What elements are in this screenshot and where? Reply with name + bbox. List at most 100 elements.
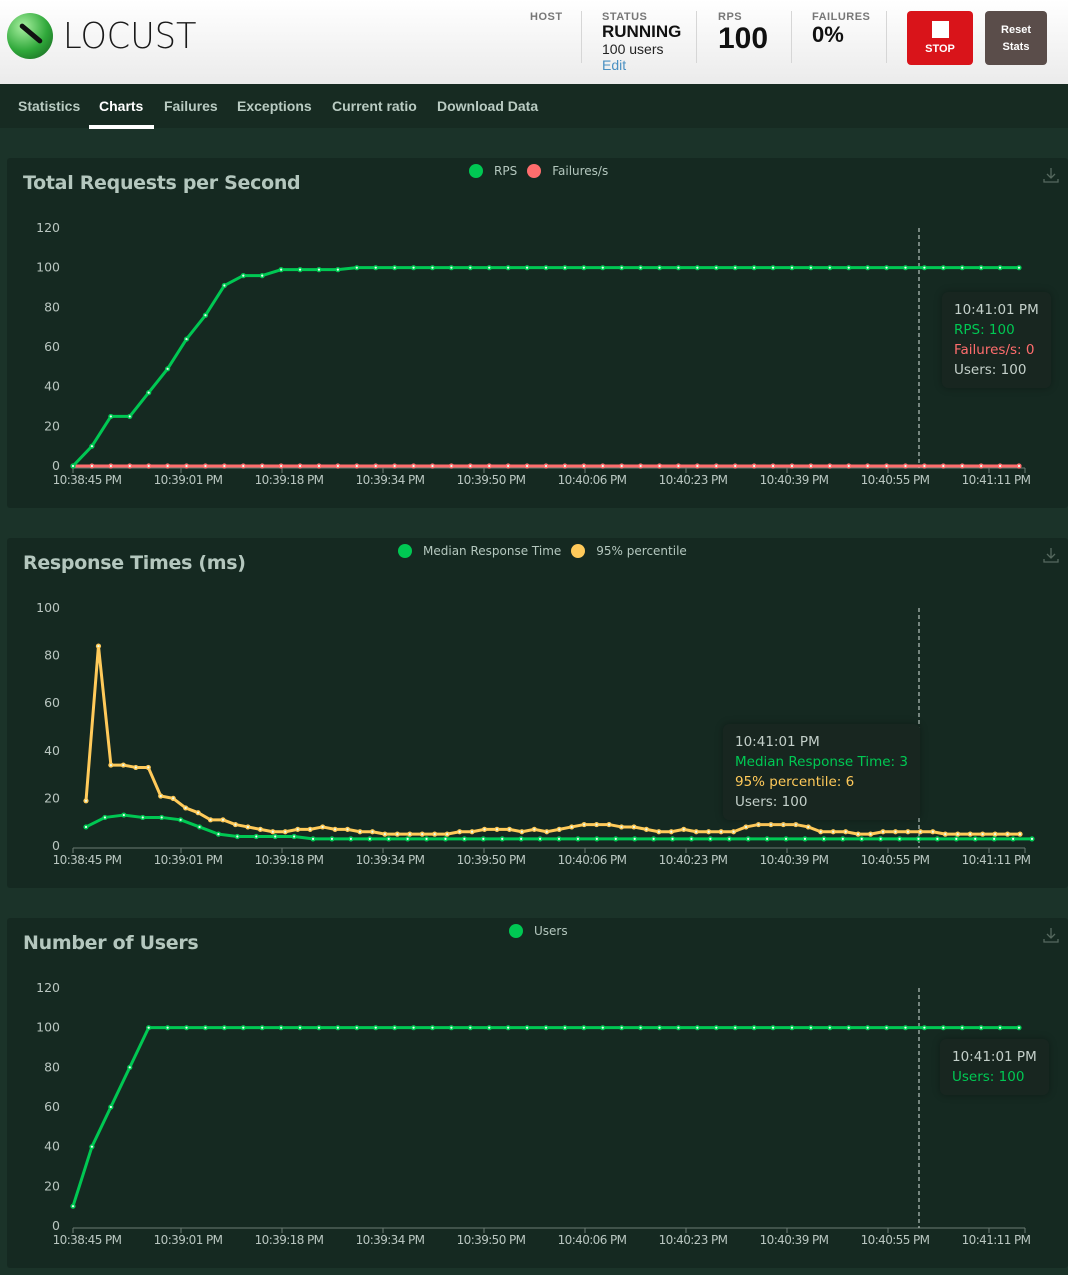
rps-stat: RPS 100 — [718, 11, 768, 55]
svg-text:40: 40 — [44, 743, 60, 758]
status-stat: STATUS RUNNING 100 users Edit — [602, 11, 681, 73]
reset-label-line2: Stats — [1002, 41, 1030, 53]
svg-text:120: 120 — [36, 220, 60, 235]
svg-text:10:40:55 PM: 10:40:55 PM — [861, 473, 930, 487]
svg-text:100: 100 — [36, 1020, 60, 1035]
users-chart-plot[interactable]: 0 20 40 60 80 100 120 10:38:45 PM 10:39:01 PM 10:… — [7, 918, 1068, 1268]
legend-dot-icon — [527, 164, 542, 178]
chart-title: Number of Users — [23, 932, 199, 954]
legend-item-95th[interactable]: 95% percentile — [571, 544, 687, 558]
failures-value: 0% — [812, 22, 844, 47]
locust-logo[interactable]: LOCUST — [7, 13, 206, 59]
logo-text: LOCUST — [63, 15, 197, 57]
chart-title: Total Requests per Second — [23, 172, 301, 194]
tooltip-users: Users: 100 — [954, 362, 1027, 378]
svg-text:10:41:11 PM: 10:41:11 PM — [962, 1233, 1031, 1247]
svg-text:10:40:39 PM: 10:40:39 PM — [760, 853, 829, 867]
rps-chart-plot[interactable]: 0 20 40 60 80 100 120 10:38:45 PM 10:39:01 PM 10:… — [7, 158, 1068, 508]
legend-label: Median Response Time — [423, 544, 562, 558]
svg-text:120: 120 — [36, 980, 60, 995]
download-icon[interactable] — [1042, 926, 1060, 944]
tooltip-median: Median Response Time: 3 — [735, 754, 908, 770]
tooltip-time: 10:41:01 PM — [952, 1049, 1037, 1065]
tooltip-users: Users: 100 — [735, 794, 808, 810]
legend-item-users[interactable]: Users — [509, 924, 568, 938]
download-icon[interactable] — [1042, 546, 1060, 564]
tab-download-data[interactable]: Download Data — [437, 98, 539, 114]
divider — [696, 11, 697, 63]
active-tab-indicator — [89, 125, 154, 129]
svg-text:80: 80 — [44, 1059, 60, 1074]
stop-icon — [931, 21, 949, 38]
svg-text:10:40:55 PM: 10:40:55 PM — [861, 1233, 930, 1247]
stop-button[interactable]: STOP — [907, 11, 973, 65]
svg-text:10:40:06 PM: 10:40:06 PM — [558, 473, 627, 487]
svg-text:60: 60 — [44, 695, 60, 710]
legend-dot-icon — [469, 164, 483, 178]
svg-text:10:39:18 PM: 10:39:18 PM — [255, 473, 324, 487]
divider — [581, 11, 582, 63]
svg-text:10:41:11 PM: 10:41:11 PM — [962, 473, 1031, 487]
tooltip-failures: Failures/s: 0 — [954, 342, 1035, 358]
svg-text:10:40:23 PM: 10:40:23 PM — [659, 473, 728, 487]
tab-failures[interactable]: Failures — [164, 98, 218, 114]
status-label: STATUS — [602, 11, 648, 23]
svg-text:100: 100 — [36, 260, 60, 275]
legend-item-median[interactable]: Median Response Time — [398, 544, 561, 558]
legend-dot-icon — [398, 544, 412, 558]
svg-text:10:39:34 PM: 10:39:34 PM — [356, 473, 425, 487]
svg-text:10:39:50 PM: 10:39:50 PM — [457, 473, 526, 487]
svg-text:100: 100 — [36, 600, 60, 615]
chart-title: Response Times (ms) — [23, 552, 246, 574]
rps-chart-panel: Total Requests per Second RPS Failures/s… — [7, 158, 1068, 508]
svg-text:10:39:01 PM: 10:39:01 PM — [154, 1233, 223, 1247]
legend-item-rps[interactable]: RPS — [469, 164, 517, 178]
legend-label: 95% percentile — [596, 544, 687, 558]
response-times-chart-panel: Response Times (ms) Median Response Time… — [7, 538, 1068, 888]
svg-text:10:38:45 PM: 10:38:45 PM — [53, 853, 122, 867]
reset-stats-button[interactable]: Reset Stats — [985, 11, 1047, 65]
svg-text:10:40:39 PM: 10:40:39 PM — [760, 1233, 829, 1247]
download-icon[interactable] — [1042, 166, 1060, 184]
rps-label: RPS — [718, 11, 743, 23]
failures-stat: FAILURES 0% — [812, 11, 870, 47]
svg-text:10:39:01 PM: 10:39:01 PM — [154, 853, 223, 867]
svg-text:10:39:34 PM: 10:39:34 PM — [356, 853, 425, 867]
svg-text:40: 40 — [44, 1139, 60, 1154]
chart-tooltip: 10:41:01 PM Median Response Time: 3 95% … — [723, 724, 920, 820]
response-times-chart-plot[interactable]: 0 20 40 60 80 100 10:38:45 PM 10:39:01 PM 10:39:… — [7, 538, 1068, 888]
svg-text:10:40:23 PM: 10:40:23 PM — [659, 853, 728, 867]
svg-text:10:38:45 PM: 10:38:45 PM — [53, 1233, 122, 1247]
divider — [791, 11, 792, 63]
svg-text:80: 80 — [44, 299, 60, 314]
svg-text:10:39:50 PM: 10:39:50 PM — [457, 1233, 526, 1247]
svg-text:10:40:06 PM: 10:40:06 PM — [558, 853, 627, 867]
svg-text:10:40:23 PM: 10:40:23 PM — [659, 1233, 728, 1247]
host-stat: HOST — [530, 11, 563, 23]
edit-users-link[interactable]: Edit — [602, 57, 627, 73]
tab-bar: Statistics Charts Failures Exceptions Cu… — [0, 84, 1068, 129]
svg-text:10:39:18 PM: 10:39:18 PM — [255, 853, 324, 867]
legend-label: Users — [534, 924, 568, 938]
tab-statistics[interactable]: Statistics — [18, 98, 81, 114]
chart-tooltip: 10:41:01 PM Users: 100 — [940, 1039, 1049, 1095]
svg-text:10:38:45 PM: 10:38:45 PM — [53, 473, 122, 487]
svg-text:10:39:50 PM: 10:39:50 PM — [457, 853, 526, 867]
tooltip-rps: RPS: 100 — [954, 322, 1015, 338]
tab-exceptions[interactable]: Exceptions — [237, 98, 312, 114]
legend-label: RPS — [494, 164, 518, 178]
users-chart-panel: Number of Users Users 0 20 40 60 80 100 120 10:… — [7, 918, 1068, 1268]
stop-label: STOP — [925, 43, 955, 55]
top-bar: LOCUST HOST STATUS RUNNING 100 users Edi… — [0, 0, 1068, 84]
rps-value: 100 — [718, 22, 769, 55]
legend-item-failures[interactable]: Failures/s — [527, 164, 608, 178]
tooltip-time: 10:41:01 PM — [735, 734, 820, 750]
svg-text:60: 60 — [44, 1099, 60, 1114]
svg-text:0: 0 — [52, 458, 60, 473]
tab-current-ratio[interactable]: Current ratio — [332, 98, 417, 114]
tab-charts[interactable]: Charts — [99, 98, 144, 114]
locust-logo-icon — [7, 13, 53, 59]
svg-text:0: 0 — [52, 838, 60, 853]
svg-text:10:39:34 PM: 10:39:34 PM — [356, 1233, 425, 1247]
legend-dot-icon — [571, 544, 586, 558]
